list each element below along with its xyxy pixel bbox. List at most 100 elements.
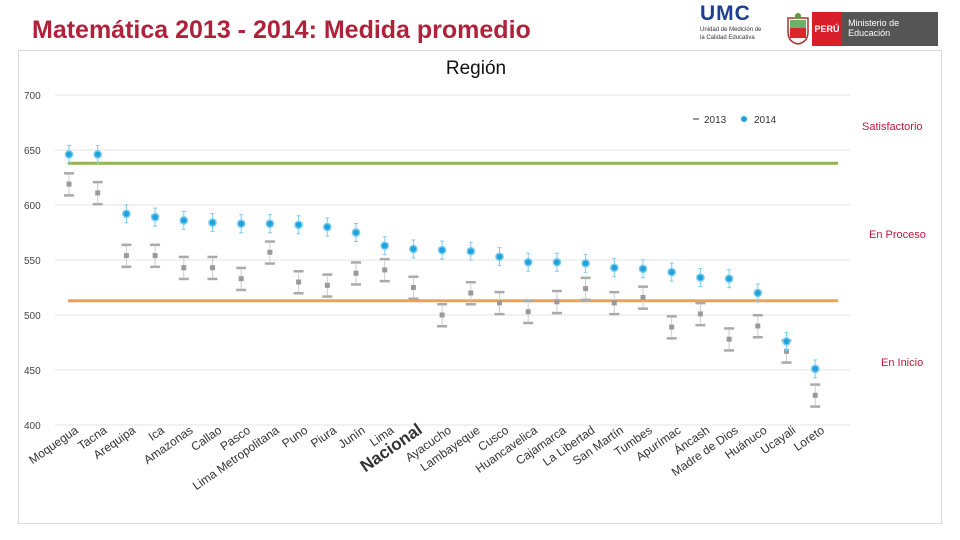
point-2013-marker	[640, 294, 646, 300]
legend: 2013 2014	[693, 115, 777, 126]
point-2014-marker	[782, 337, 791, 346]
point-2014-marker	[208, 218, 217, 227]
point-2013-upper-bar	[178, 255, 189, 259]
point-2013-lower-bar	[322, 295, 333, 298]
y-tick-label: 400	[24, 421, 41, 432]
point-2014-marker	[294, 220, 303, 230]
point-2014	[638, 259, 648, 279]
point-2013	[695, 301, 706, 327]
point-2014-marker	[753, 288, 763, 298]
point-2014	[351, 223, 361, 242]
point-2014-marker	[351, 228, 361, 237]
point-2013-lower-bar	[264, 262, 275, 265]
point-2013-upper-bar	[638, 285, 648, 288]
x-tick-label: Callao	[188, 423, 224, 454]
point-2013-marker	[583, 286, 589, 292]
point-2013-lower-bar	[465, 303, 476, 306]
point-2013	[264, 240, 275, 265]
point-2013-upper-bar	[752, 314, 763, 317]
point-2013-marker	[812, 392, 818, 398]
point-2013-upper-bar	[666, 315, 677, 318]
point-2013-lower-bar	[695, 323, 706, 327]
point-2013-lower-bar	[178, 277, 189, 281]
point-2014-marker	[409, 244, 418, 254]
point-2013-marker	[324, 282, 330, 288]
point-2013-lower-bar	[236, 288, 247, 292]
point-2013-upper-bar	[322, 273, 333, 276]
point-2013	[351, 261, 361, 286]
point-2013-lower-bar	[92, 202, 103, 206]
point-2014-marker	[150, 212, 160, 222]
y-tick-label: 700	[24, 91, 41, 102]
y-tick-label: 600	[24, 201, 41, 212]
point-2014-marker	[581, 258, 590, 268]
point-2014	[322, 217, 332, 237]
point-2013-lower-bar	[724, 349, 735, 352]
point-2013-marker	[238, 276, 244, 282]
point-2013	[64, 172, 74, 197]
point-2013	[178, 255, 189, 281]
point-2013	[494, 290, 505, 316]
point-2013-lower-bar	[523, 321, 534, 325]
x-tick-label: Piura	[308, 423, 339, 451]
point-2013-marker	[726, 336, 732, 342]
data-marks	[64, 144, 821, 408]
point-2013-upper-bar	[465, 281, 476, 284]
point-2014	[495, 247, 504, 267]
point-2014	[753, 283, 763, 303]
point-2013-upper-bar	[121, 243, 132, 247]
point-2013-marker	[669, 324, 675, 330]
point-2013-marker	[66, 181, 72, 187]
point-2013-marker	[123, 253, 129, 259]
legend-label-2013: 2013	[704, 115, 727, 126]
point-2014	[409, 239, 418, 259]
point-2013-lower-bar	[408, 297, 419, 300]
point-2013-upper-bar	[609, 290, 620, 294]
point-2013-marker	[181, 265, 187, 271]
point-2014-marker	[265, 219, 275, 229]
point-2014-marker	[810, 364, 820, 374]
point-2013	[437, 303, 448, 328]
point-2013-lower-bar	[551, 311, 562, 315]
point-2014-marker	[236, 219, 246, 229]
peru-label: PERÚ	[812, 12, 843, 46]
umc-logo-text: UMC	[700, 2, 751, 25]
point-2013-marker	[611, 300, 617, 306]
point-2013	[465, 281, 476, 306]
point-2014-marker	[609, 263, 619, 273]
point-2014	[236, 214, 246, 234]
point-2013-marker	[152, 253, 158, 259]
point-2013-upper-bar	[580, 276, 591, 280]
point-2013-marker	[554, 299, 560, 305]
point-2013-lower-bar	[293, 292, 304, 295]
point-2013	[121, 243, 132, 269]
point-2013	[609, 290, 620, 316]
point-2013	[92, 180, 103, 206]
point-2013-lower-bar	[638, 307, 648, 310]
point-2014	[466, 241, 476, 261]
point-2013-marker	[439, 312, 445, 318]
point-2014	[64, 144, 74, 164]
ministerio-logo: PERÚ Ministerio de Educación	[812, 12, 938, 46]
reference-lines	[68, 161, 838, 303]
point-2013-marker	[353, 270, 359, 276]
point-2013-upper-bar	[379, 257, 390, 261]
chart-grid: 400 450 500 550 600 650 700	[24, 91, 850, 432]
point-2013-lower-bar	[379, 279, 390, 283]
point-2014-marker	[437, 245, 447, 255]
point-2013-lower-bar	[64, 194, 74, 197]
y-tick-label: 550	[24, 256, 41, 267]
point-2014	[294, 215, 303, 235]
point-2014	[609, 258, 619, 278]
point-2013	[379, 257, 390, 283]
point-2013-marker	[468, 290, 474, 296]
point-2014-marker	[696, 273, 705, 282]
chart-frame	[18, 50, 942, 524]
point-2013-lower-bar	[207, 277, 218, 281]
point-2014-marker	[93, 150, 103, 159]
legend-marker-2014	[741, 116, 747, 122]
point-2013	[236, 266, 247, 292]
point-2014	[696, 268, 705, 288]
point-2013-lower-bar	[437, 325, 448, 328]
